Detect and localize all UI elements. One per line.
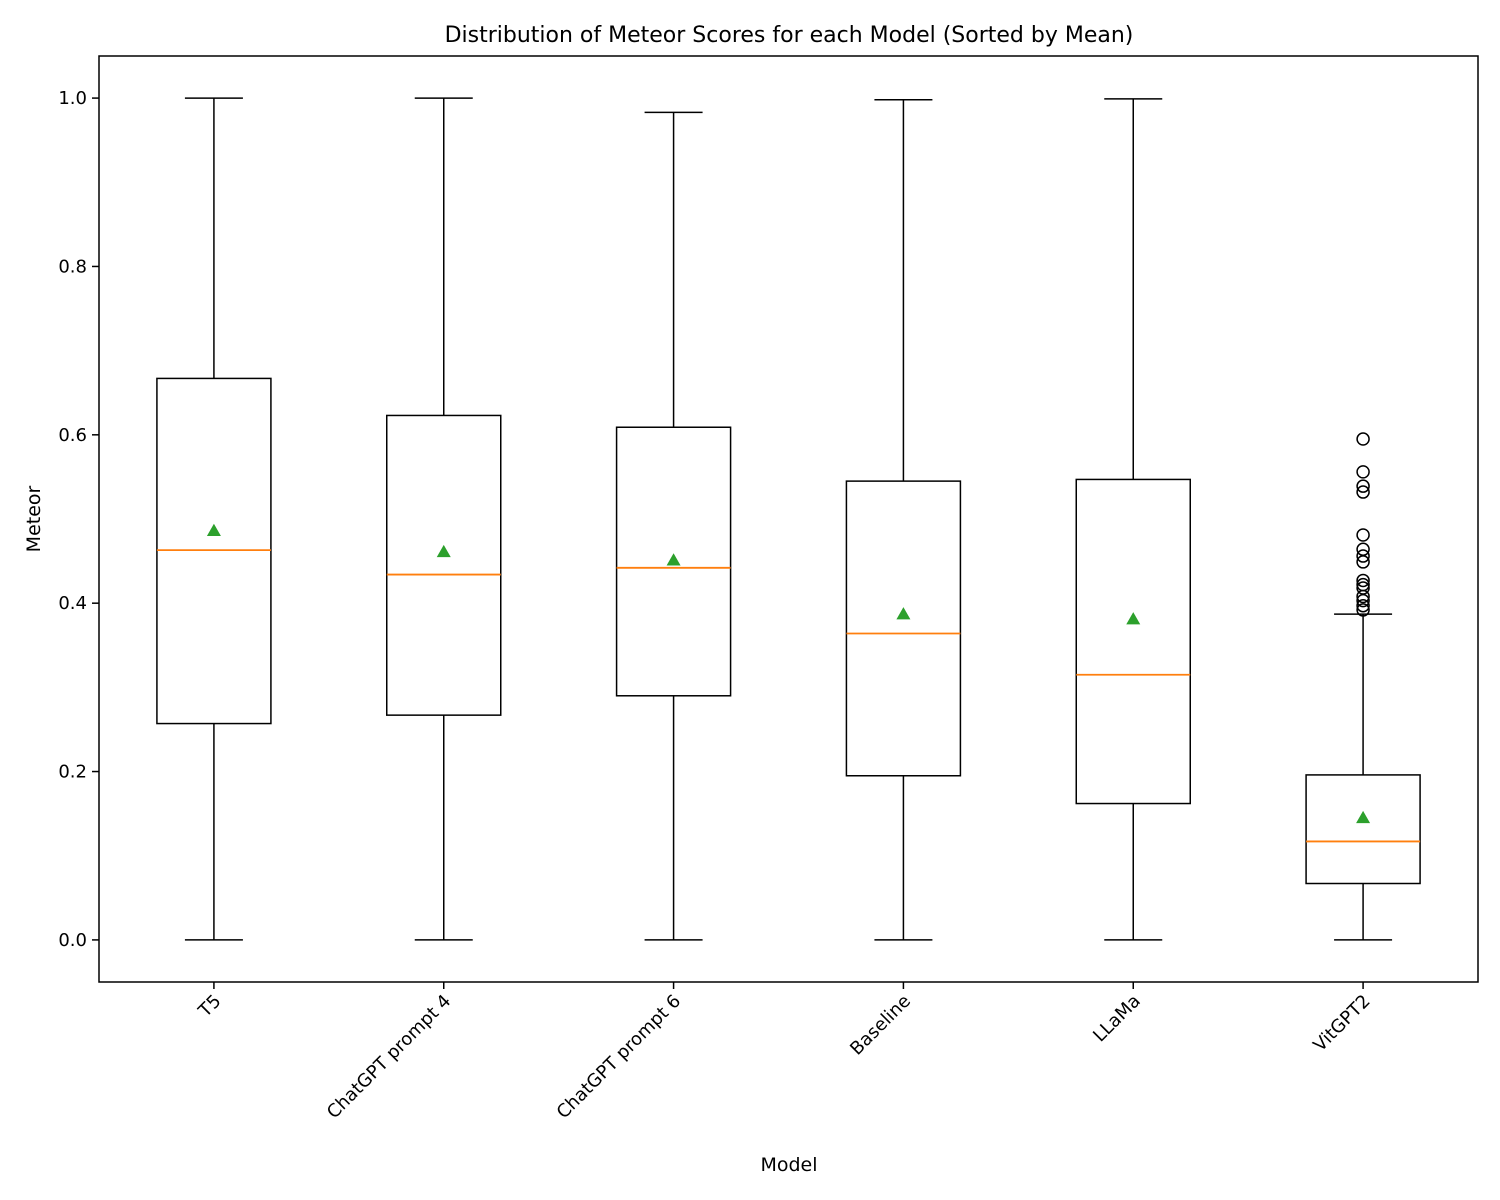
y-axis-label: Meteor: [23, 485, 45, 552]
outlier-point: [1356, 589, 1370, 604]
outlier-point: [1356, 549, 1370, 563]
box-group: [156, 97, 272, 941]
mean-marker: [206, 523, 221, 537]
x-tick-label: VitGPT2: [1309, 991, 1374, 1056]
mean-marker: [896, 607, 911, 620]
outlier-point: [1356, 598, 1370, 613]
y-tick-label: 0.0: [58, 930, 87, 951]
iqr-box: [386, 414, 502, 716]
x-axis-label: Model: [760, 1154, 817, 1176]
iqr-box: [1305, 774, 1421, 885]
y-tick-label: 0.2: [58, 762, 87, 783]
plot-area: [98, 55, 1479, 983]
y-axis: 0.0 0.2 0.4 0.6 0.8 1.0: [58, 88, 99, 951]
box-series: [156, 97, 1421, 941]
x-tick-label: LLaMa: [1089, 991, 1145, 1047]
x-axis: T5 ChatGPT prompt 4 ChatGPT prompt 6 Baseli…: [194, 982, 1375, 1123]
outlier-point: [1356, 432, 1370, 446]
outlier-point: [1356, 528, 1370, 542]
x-tick-label: ChatGPT prompt 4: [323, 991, 455, 1123]
iqr-box: [845, 480, 962, 777]
y-tick-label: 0.6: [58, 425, 87, 446]
box-group: [386, 97, 502, 941]
x-tick-label: Baseline: [846, 991, 915, 1060]
x-tick-label: ChatGPT prompt 6: [553, 991, 685, 1123]
mean-marker: [1126, 612, 1141, 625]
y-tick-label: 1.0: [58, 88, 87, 109]
box-group: [1305, 432, 1421, 941]
box-group: [845, 99, 962, 941]
outlier-point: [1356, 555, 1370, 569]
x-tick-label: T5: [194, 991, 225, 1022]
box-group: [1075, 98, 1191, 941]
chart-title: Distribution of Meteor Scores for each M…: [445, 23, 1134, 48]
outlier-point: [1356, 485, 1370, 499]
y-tick-label: 0.8: [58, 256, 87, 277]
iqr-box: [615, 426, 732, 697]
y-tick-label: 0.4: [58, 593, 87, 614]
mean-marker: [436, 544, 451, 558]
mean-marker: [666, 553, 681, 566]
mean-marker: [1356, 810, 1371, 824]
outlier-point: [1356, 465, 1370, 479]
box-group: [615, 111, 732, 941]
outlier-point: [1356, 573, 1370, 588]
outlier-point: [1356, 603, 1370, 617]
outlier-point: [1356, 593, 1370, 608]
iqr-box: [1075, 478, 1191, 805]
outlier-point: [1356, 479, 1370, 493]
